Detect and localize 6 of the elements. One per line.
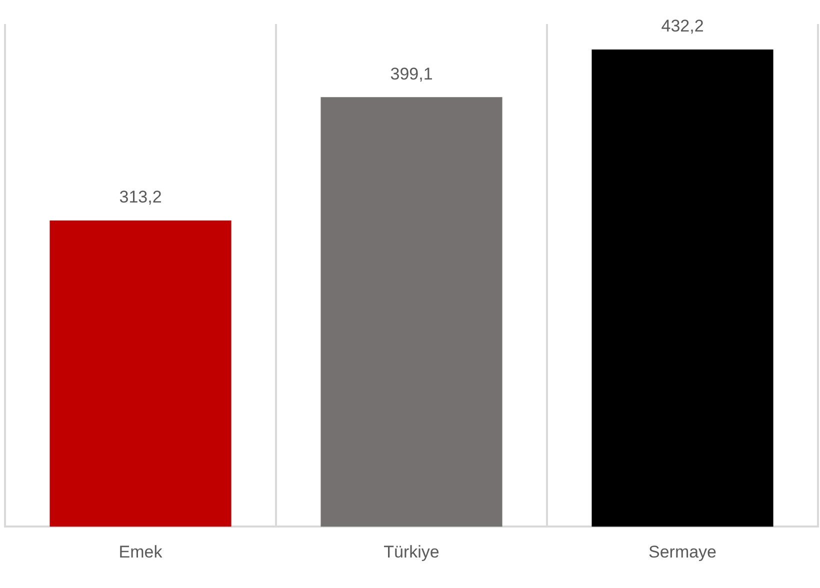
x-tick-label: Sermaye <box>648 542 717 562</box>
x-tick-label: Türkiye <box>384 542 440 562</box>
data-label: 313,2 <box>119 188 162 207</box>
data-label: 399,1 <box>390 64 433 84</box>
data-label: 432,2 <box>661 16 704 36</box>
x-tick-label: Emek <box>118 542 163 562</box>
